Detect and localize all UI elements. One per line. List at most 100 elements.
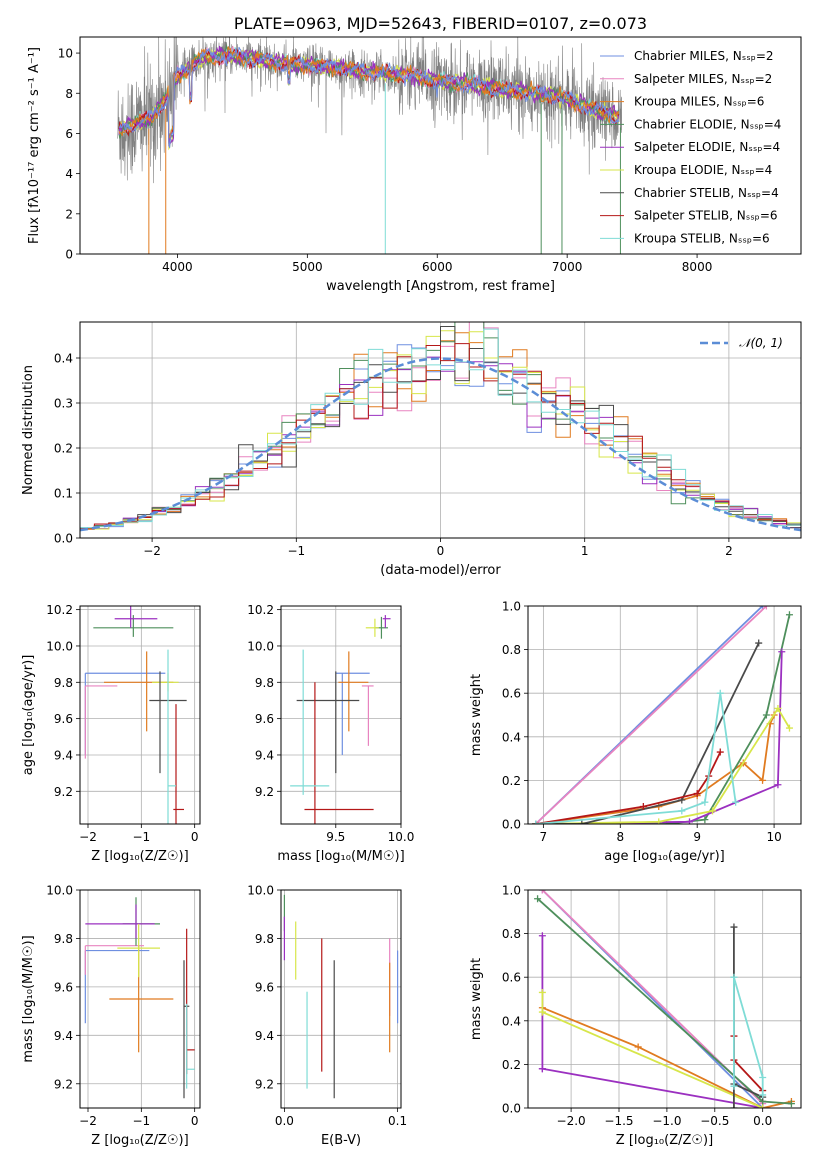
legend-label: Salpeter STELIB, Nₛₛₚ=6 [634, 209, 778, 223]
y-tick-label: 9.6 [255, 712, 274, 726]
residuals-panel: −2 −1 0 1 2 0.0 0.1 0.2 0.3 0.4 (data-model)/error… [21, 321, 802, 578]
y-tick-label: 0.2 [502, 1058, 521, 1072]
weight-marker [578, 820, 586, 824]
plot-area [80, 322, 801, 538]
weight-marker [759, 606, 767, 610]
weight-marker [538, 890, 546, 894]
weight-line [542, 1006, 792, 1108]
weight-line [535, 693, 737, 824]
age-vs-Z-panel: −2 −1 0 9.2 9.4 9.6 9.8 10.0 10.2 Z [log₁₀(Z/Z☉)]… [21, 603, 201, 864]
y-tick-label: 10.0 [247, 639, 274, 653]
weight-marker [762, 711, 770, 719]
x-tick-label: 6000 [422, 260, 453, 274]
weight-line [536, 898, 792, 1105]
y-tick-label: 0.0 [502, 1102, 521, 1116]
weight-marker [639, 803, 647, 811]
y-tick-label: 9.6 [255, 980, 274, 994]
plot-area [532, 606, 793, 824]
axes-frame [527, 889, 802, 1109]
weight-marker [732, 798, 740, 806]
x-tick-label: −2 [79, 1114, 97, 1128]
weight-marker [685, 818, 693, 824]
y-tick-label: 9.2 [255, 1077, 274, 1091]
y-tick-label: 9.2 [54, 1077, 73, 1091]
y-tick-label: 0.0 [54, 532, 73, 546]
y-axis-label: Normed distribution [21, 365, 36, 495]
y-tick-label: 9.4 [54, 1029, 73, 1043]
x-axis-label: Z [log₁₀(Z/Z☉)] [91, 1133, 188, 1148]
y-tick-label: 10.0 [247, 884, 274, 898]
weight-line [733, 976, 764, 1095]
y-tick-label: 0.3 [54, 397, 73, 411]
x-tick-label: 2 [725, 544, 733, 558]
model-spectrum-line [118, 45, 620, 147]
weight-marker [730, 973, 738, 981]
x-tick-label: −1 [132, 830, 150, 844]
weight-marker [538, 1065, 546, 1073]
x-axis-label: (data-model)/error [380, 563, 501, 578]
weight-marker [678, 807, 686, 815]
weight-marker [759, 1073, 767, 1081]
y-axis-label: mass weight [469, 958, 484, 1040]
weight-marker [785, 611, 793, 619]
y-tick-label: 0.0 [502, 818, 521, 832]
weight-marker [534, 895, 542, 903]
x-axis-label: Z [log₁₀(Z/Z☉)] [616, 1133, 713, 1148]
weight-marker [538, 988, 546, 996]
y-tick-label: 4 [65, 167, 73, 181]
legend-label: Kroupa STELIB, Nₛₛₚ=6 [634, 231, 770, 245]
weight-marker [634, 1043, 642, 1051]
y-tick-label: 10.2 [247, 603, 274, 617]
x-tick-label: 8000 [682, 260, 713, 274]
x-tick-label: −1.5 [604, 1114, 633, 1128]
y-tick-label: 0 [65, 248, 73, 262]
x-tick-label: 7000 [552, 260, 583, 274]
x-tick-label: −1.0 [652, 1114, 681, 1128]
y-axis-label: mass [log₁₀(M/M☉)] [21, 935, 36, 1062]
plot-area [117, 37, 622, 254]
weight-vs-age-panel: 7 8 9 10 0.0 0.2 0.4 0.6 0.8 1.0 age [log₁₀(age/yr… [469, 600, 802, 864]
y-tick-label: 9.6 [54, 980, 73, 994]
x-axis-label: wavelength [Angstrom, rest frame] [326, 279, 555, 294]
weight-marker [774, 781, 782, 789]
y-tick-label: 10.2 [46, 603, 73, 617]
weight-marker [762, 606, 770, 610]
y-tick-label: 1.0 [502, 600, 521, 614]
x-tick-label: 4000 [162, 260, 193, 274]
x-tick-label: 1 [581, 544, 589, 558]
x-tick-label: 0 [191, 830, 199, 844]
x-tick-label: 0.1 [388, 1114, 407, 1128]
x-tick-label: 0 [437, 544, 445, 558]
weight-marker [785, 724, 793, 732]
x-tick-label: −2 [79, 830, 97, 844]
y-tick-label: 0.8 [502, 643, 521, 657]
weight-marker [759, 776, 767, 784]
weight-marker [778, 648, 786, 656]
x-tick-label: 8 [616, 830, 624, 844]
weight-marker [716, 689, 724, 697]
spectrum-panel: 4000 5000 6000 7000 8000 0 2 4 6 8 10 wavelength [A… [27, 36, 802, 294]
axes-frame [79, 605, 201, 825]
x-tick-label: −1 [132, 1114, 150, 1128]
weight-marker [730, 1082, 738, 1090]
legend-label: Salpeter MILES, Nₛₛₚ=2 [634, 72, 772, 86]
x-tick-label: 7 [540, 830, 548, 844]
y-tick-label: 0.8 [502, 927, 521, 941]
weight-line [535, 606, 768, 824]
x-axis-label: E(B-V) [321, 1133, 361, 1148]
residuals-legend: 𝒩(0, 1) [700, 336, 783, 350]
y-tick-label: 1.0 [502, 884, 521, 898]
legend-label: Kroupa ELODIE, Nₛₛₚ=4 [634, 163, 772, 177]
x-tick-label: 10 [766, 830, 781, 844]
y-tick-label: 0.4 [54, 352, 73, 366]
x-tick-label: 5000 [292, 260, 323, 274]
y-tick-label: 9.2 [54, 785, 73, 799]
y-tick-label: 0.2 [502, 774, 521, 788]
weight-marker [759, 1104, 767, 1108]
histogram-step [80, 328, 801, 538]
y-tick-label: 0.4 [502, 730, 521, 744]
y-tick-label: 9.4 [54, 748, 73, 762]
weight-marker [787, 1100, 795, 1108]
y-tick-label: 10.0 [46, 639, 73, 653]
y-tick-label: 6 [65, 127, 73, 141]
